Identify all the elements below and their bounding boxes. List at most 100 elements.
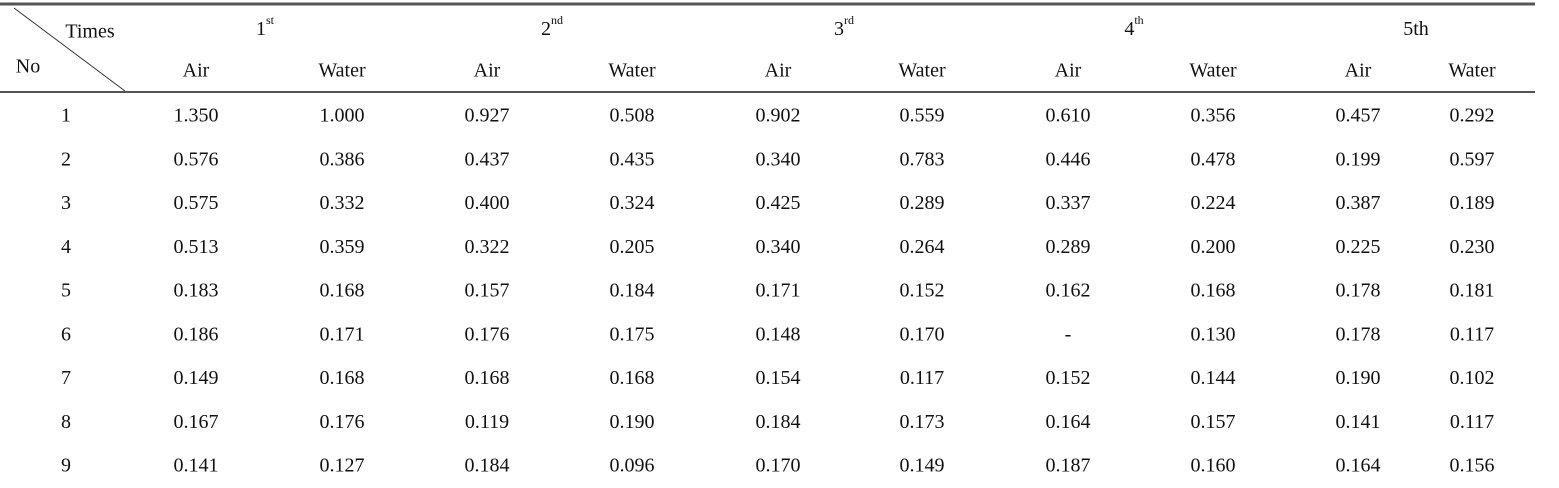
- cell: 0.171: [320, 323, 365, 345]
- cell: 0.141: [1336, 411, 1381, 433]
- cell: 0.575: [174, 192, 219, 214]
- sub-header: Air: [183, 60, 210, 82]
- cell: 0.167: [174, 411, 219, 433]
- cell: 0.176: [320, 411, 365, 433]
- cell: 0.168: [320, 367, 365, 389]
- cell: 0.508: [610, 105, 655, 127]
- cell: 0.400: [465, 192, 510, 214]
- cell: 0.332: [320, 192, 365, 214]
- cell: 0.386: [320, 148, 365, 170]
- cell: 0.446: [1046, 148, 1091, 170]
- cell: 0.164: [1336, 455, 1381, 477]
- cell: 0.187: [1046, 455, 1091, 477]
- cell: 0.170: [900, 323, 945, 345]
- cell: 0.513: [174, 236, 219, 258]
- cell: 0.189: [1450, 192, 1495, 214]
- group-header-sup: nd: [551, 13, 563, 27]
- corner-bottom: No: [16, 56, 40, 78]
- cell: 1.350: [174, 105, 219, 127]
- cell: 0.175: [610, 323, 655, 345]
- cell: 0.225: [1336, 236, 1381, 258]
- cell: 1.000: [320, 105, 365, 127]
- cell: 0.157: [465, 280, 510, 302]
- cell: 0.178: [1336, 323, 1381, 345]
- cell: 0.130: [1191, 323, 1236, 345]
- sub-header: Air: [765, 60, 792, 82]
- row-number: 8: [61, 411, 71, 433]
- cell: 0.289: [900, 192, 945, 214]
- cell: 0.610: [1046, 105, 1091, 127]
- sub-header: Water: [898, 60, 946, 82]
- cell: 0.597: [1450, 148, 1495, 170]
- group-header: 1st: [256, 13, 275, 40]
- cell: 0.183: [174, 280, 219, 302]
- row-number: 1: [61, 105, 71, 127]
- sub-header: Air: [1055, 60, 1082, 82]
- cell: 0.224: [1191, 192, 1236, 214]
- cell: 0.141: [174, 455, 219, 477]
- row-number: 6: [61, 323, 71, 345]
- sub-header: Water: [1189, 60, 1237, 82]
- cell: 0.117: [1450, 323, 1494, 345]
- cell: 0.356: [1191, 105, 1236, 127]
- cell: -: [1065, 323, 1072, 345]
- group-header: 5th: [1403, 18, 1429, 40]
- cell: 0.324: [610, 192, 655, 214]
- group-header-text: 1: [256, 18, 266, 40]
- cell: 0.152: [900, 280, 945, 302]
- cell: 0.096: [610, 455, 655, 477]
- cell: 0.144: [1191, 367, 1236, 389]
- cell: 0.170: [756, 455, 801, 477]
- corner-top: Times: [65, 21, 115, 43]
- group-header-text: 2: [541, 18, 551, 40]
- cell: 0.184: [756, 411, 801, 433]
- row-number: 3: [61, 192, 71, 214]
- cell: 0.117: [1450, 411, 1494, 433]
- cell: 0.127: [320, 455, 365, 477]
- row-number: 5: [61, 280, 71, 302]
- cell: 0.902: [756, 105, 801, 127]
- sub-header: Water: [608, 60, 656, 82]
- cell: 0.181: [1450, 280, 1495, 302]
- cell: 0.340: [756, 236, 801, 258]
- group-header-text: 4: [1124, 18, 1134, 40]
- cell: 0.173: [900, 411, 945, 433]
- sub-header: Water: [1448, 60, 1496, 82]
- sub-header: Air: [1345, 60, 1372, 82]
- cell: 0.178: [1336, 280, 1381, 302]
- cell: 0.340: [756, 148, 801, 170]
- cell: 0.289: [1046, 236, 1091, 258]
- row-number: 9: [61, 455, 71, 477]
- cell: 0.337: [1046, 192, 1091, 214]
- group-header: 4th: [1124, 13, 1143, 40]
- group-header-sup: rd: [844, 13, 854, 27]
- cell: 0.205: [610, 236, 655, 258]
- cell: 0.190: [610, 411, 655, 433]
- cell: 0.184: [610, 280, 655, 302]
- group-header: 3rd: [834, 13, 854, 40]
- cell: 0.199: [1336, 148, 1381, 170]
- cell: 0.157: [1191, 411, 1236, 433]
- cell: 0.576: [174, 148, 219, 170]
- row-number: 7: [61, 367, 71, 389]
- cell: 0.168: [610, 367, 655, 389]
- group-header-text: 5th: [1403, 18, 1429, 40]
- cell: 0.425: [756, 192, 801, 214]
- cell: 0.102: [1450, 367, 1495, 389]
- cell: 0.783: [900, 148, 945, 170]
- cell: 0.200: [1191, 236, 1236, 258]
- cell: 0.154: [756, 367, 801, 389]
- cell: 0.322: [465, 236, 510, 258]
- cell: 0.168: [1191, 280, 1236, 302]
- cell: 0.559: [900, 105, 945, 127]
- cell: 0.160: [1191, 455, 1236, 477]
- cell: 0.156: [1450, 455, 1495, 477]
- cell: 0.171: [756, 280, 801, 302]
- corner-diagonal: [13, 7, 126, 92]
- cell: 0.190: [1336, 367, 1381, 389]
- cell: 0.119: [465, 411, 509, 433]
- cell: 0.168: [465, 367, 510, 389]
- group-header-sup: st: [266, 13, 275, 27]
